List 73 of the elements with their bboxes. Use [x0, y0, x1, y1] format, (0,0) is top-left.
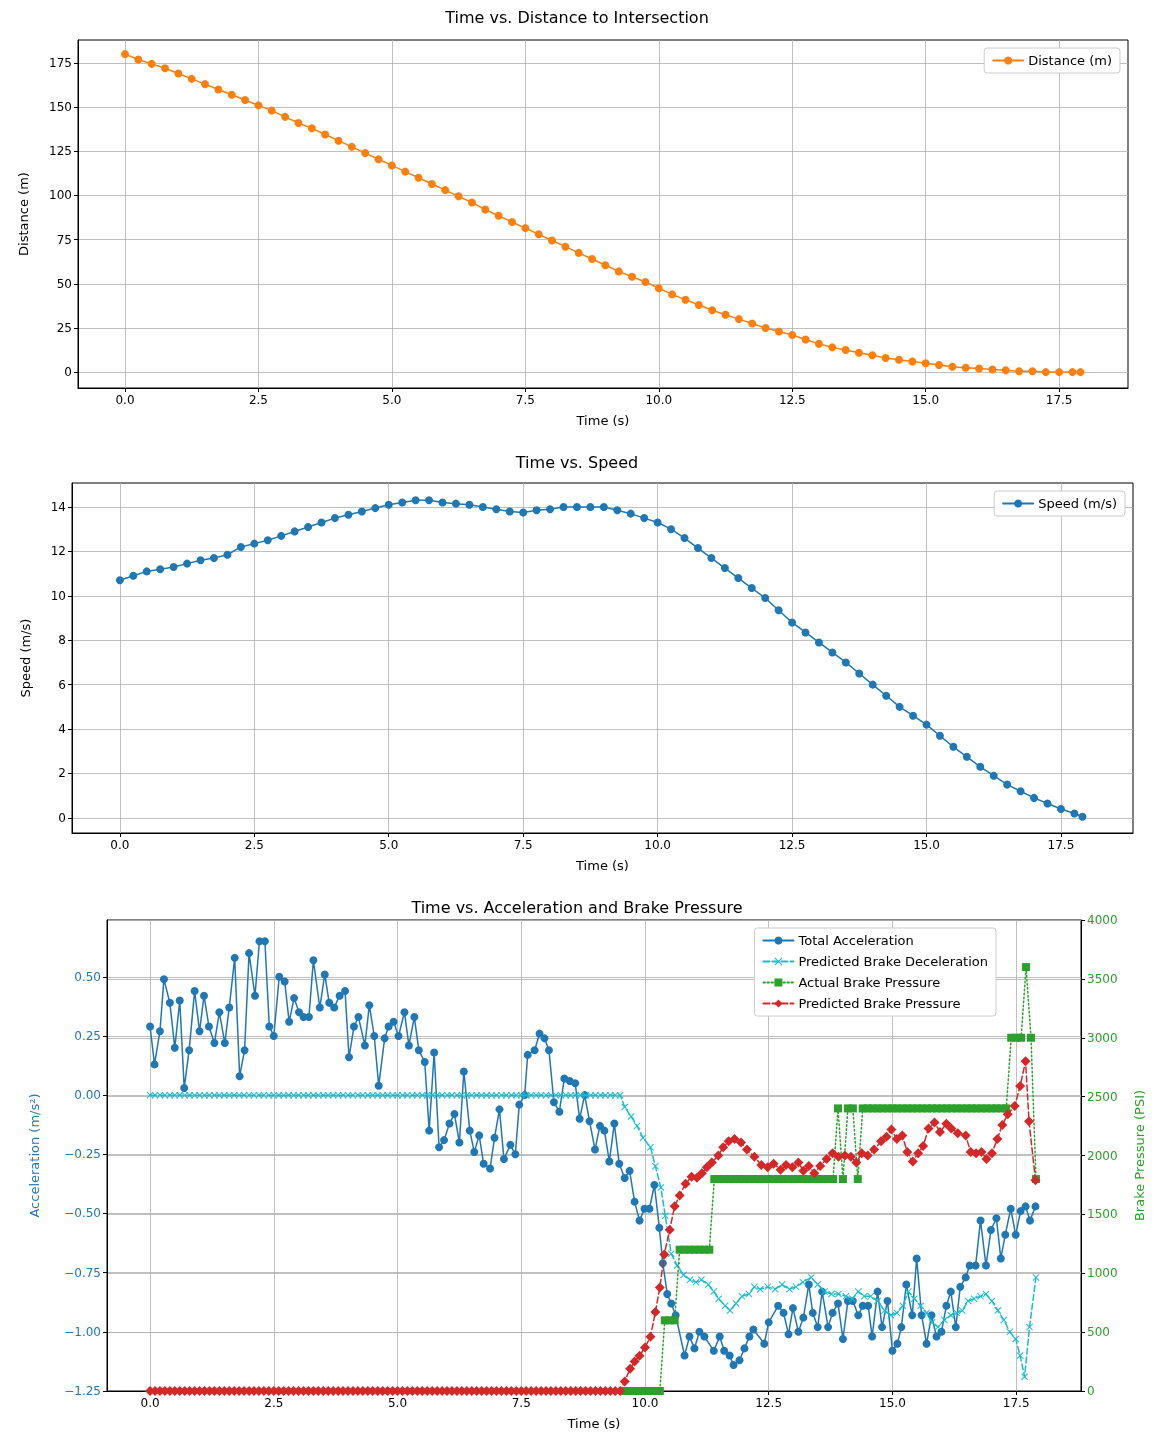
x-tick-label: 5.0: [387, 1396, 408, 1410]
legend-label: Predicted Brake Pressure: [798, 996, 961, 1011]
legend-label: Distance (m): [1028, 53, 1113, 68]
y2-tick-label: 4000: [1087, 913, 1118, 927]
x-tick-label: 10.0: [645, 393, 673, 407]
x-tick-label: 15.0: [912, 393, 940, 407]
y-tick-label: 14: [50, 499, 66, 514]
y2-tick-label: 2000: [1087, 1148, 1118, 1163]
y-tick-label: 4: [58, 722, 66, 737]
y-tick-label: 6: [58, 677, 66, 692]
y-axis-title: Distance (m): [16, 172, 31, 256]
y2-axis-title: Brake Pressure (PSI): [1132, 1089, 1147, 1222]
y-tick-label: −1.25: [64, 1384, 101, 1398]
x-tick-label: 10.0: [644, 838, 671, 852]
y-tick-label: 12: [50, 544, 66, 559]
y-tick-label: −1.00: [64, 1324, 101, 1339]
x-axis-title: Time (s): [575, 858, 629, 873]
y-tick-label: 0: [58, 810, 66, 825]
x-tick-label: 5.0: [379, 838, 399, 852]
x-tick-label: 7.5: [511, 1396, 531, 1410]
legend-label: Actual Brake Pressure: [798, 975, 941, 990]
y-tick-label: 0: [64, 365, 72, 380]
y2-tick-label: 3000: [1087, 1030, 1118, 1045]
y-tick-label: 0.50: [74, 969, 101, 984]
x-tick-label: 17.5: [1002, 1396, 1030, 1410]
y-tick-label: 125: [49, 144, 72, 159]
y-tick-label: 8: [58, 633, 66, 648]
x-axis-title: Time (s): [566, 1416, 621, 1431]
y2-tick-label: 2500: [1087, 1089, 1118, 1104]
x-tick-label: 12.5: [778, 393, 806, 407]
y-axis-title: Acceleration (m/s²): [27, 1093, 42, 1218]
x-tick-label: 2.5: [248, 393, 268, 407]
y-tick-label: −0.50: [64, 1206, 101, 1221]
y-tick-label: 50: [56, 276, 72, 291]
y2-tick-label: 1000: [1087, 1266, 1118, 1281]
x-tick-label: 7.5: [515, 393, 535, 407]
x-tick-label: 15.0: [913, 838, 940, 852]
legend-label: Speed (m/s): [1038, 496, 1118, 511]
y-tick-label: 10: [50, 588, 66, 603]
y-tick-label: 100: [49, 188, 72, 203]
y2-tick-label: 0: [1087, 1384, 1095, 1398]
chart-title: Time vs. Speed: [514, 452, 639, 472]
y-tick-label: 150: [49, 100, 72, 115]
x-tick-label: 0.0: [115, 393, 135, 407]
y-tick-label: 175: [49, 55, 72, 70]
y2-tick-label: 1500: [1087, 1207, 1118, 1222]
y-tick-label: 75: [56, 232, 72, 247]
y2-tick-label: 500: [1087, 1325, 1110, 1340]
x-tick-label: 5.0: [382, 393, 402, 407]
x-tick-label: 7.5: [513, 838, 533, 852]
y-axis-title: Speed (m/s): [18, 618, 33, 698]
x-tick-label: 15.0: [879, 1396, 906, 1410]
legend-label: Total Acceleration: [797, 933, 914, 948]
y-tick-label: 25: [56, 320, 72, 335]
x-tick-label: 17.5: [1047, 838, 1075, 852]
chart-title: Time vs. Distance to Intersection: [444, 7, 709, 27]
chart-title: Time vs. Acceleration and Brake Pressure: [410, 897, 743, 917]
y-tick-label: 0.25: [74, 1028, 101, 1043]
x-tick-label: 10.0: [631, 1396, 659, 1410]
x-tick-label: 2.5: [264, 1396, 284, 1410]
x-tick-label: 12.5: [755, 1396, 783, 1410]
legend-label: Predicted Brake Deceleration: [798, 954, 988, 969]
x-axis-title: Time (s): [575, 413, 630, 428]
y-tick-label: −0.75: [64, 1265, 101, 1280]
x-tick-label: 0.0: [140, 1396, 160, 1410]
x-tick-label: 0.0: [110, 838, 130, 852]
x-tick-label: 2.5: [244, 838, 264, 852]
y-tick-label: −0.25: [64, 1147, 101, 1162]
y-tick-label: 0.00: [74, 1088, 101, 1103]
x-tick-label: 12.5: [778, 838, 806, 852]
y-tick-label: 2: [58, 766, 66, 781]
x-tick-label: 17.5: [1045, 393, 1073, 407]
y2-tick-label: 3500: [1087, 971, 1118, 986]
